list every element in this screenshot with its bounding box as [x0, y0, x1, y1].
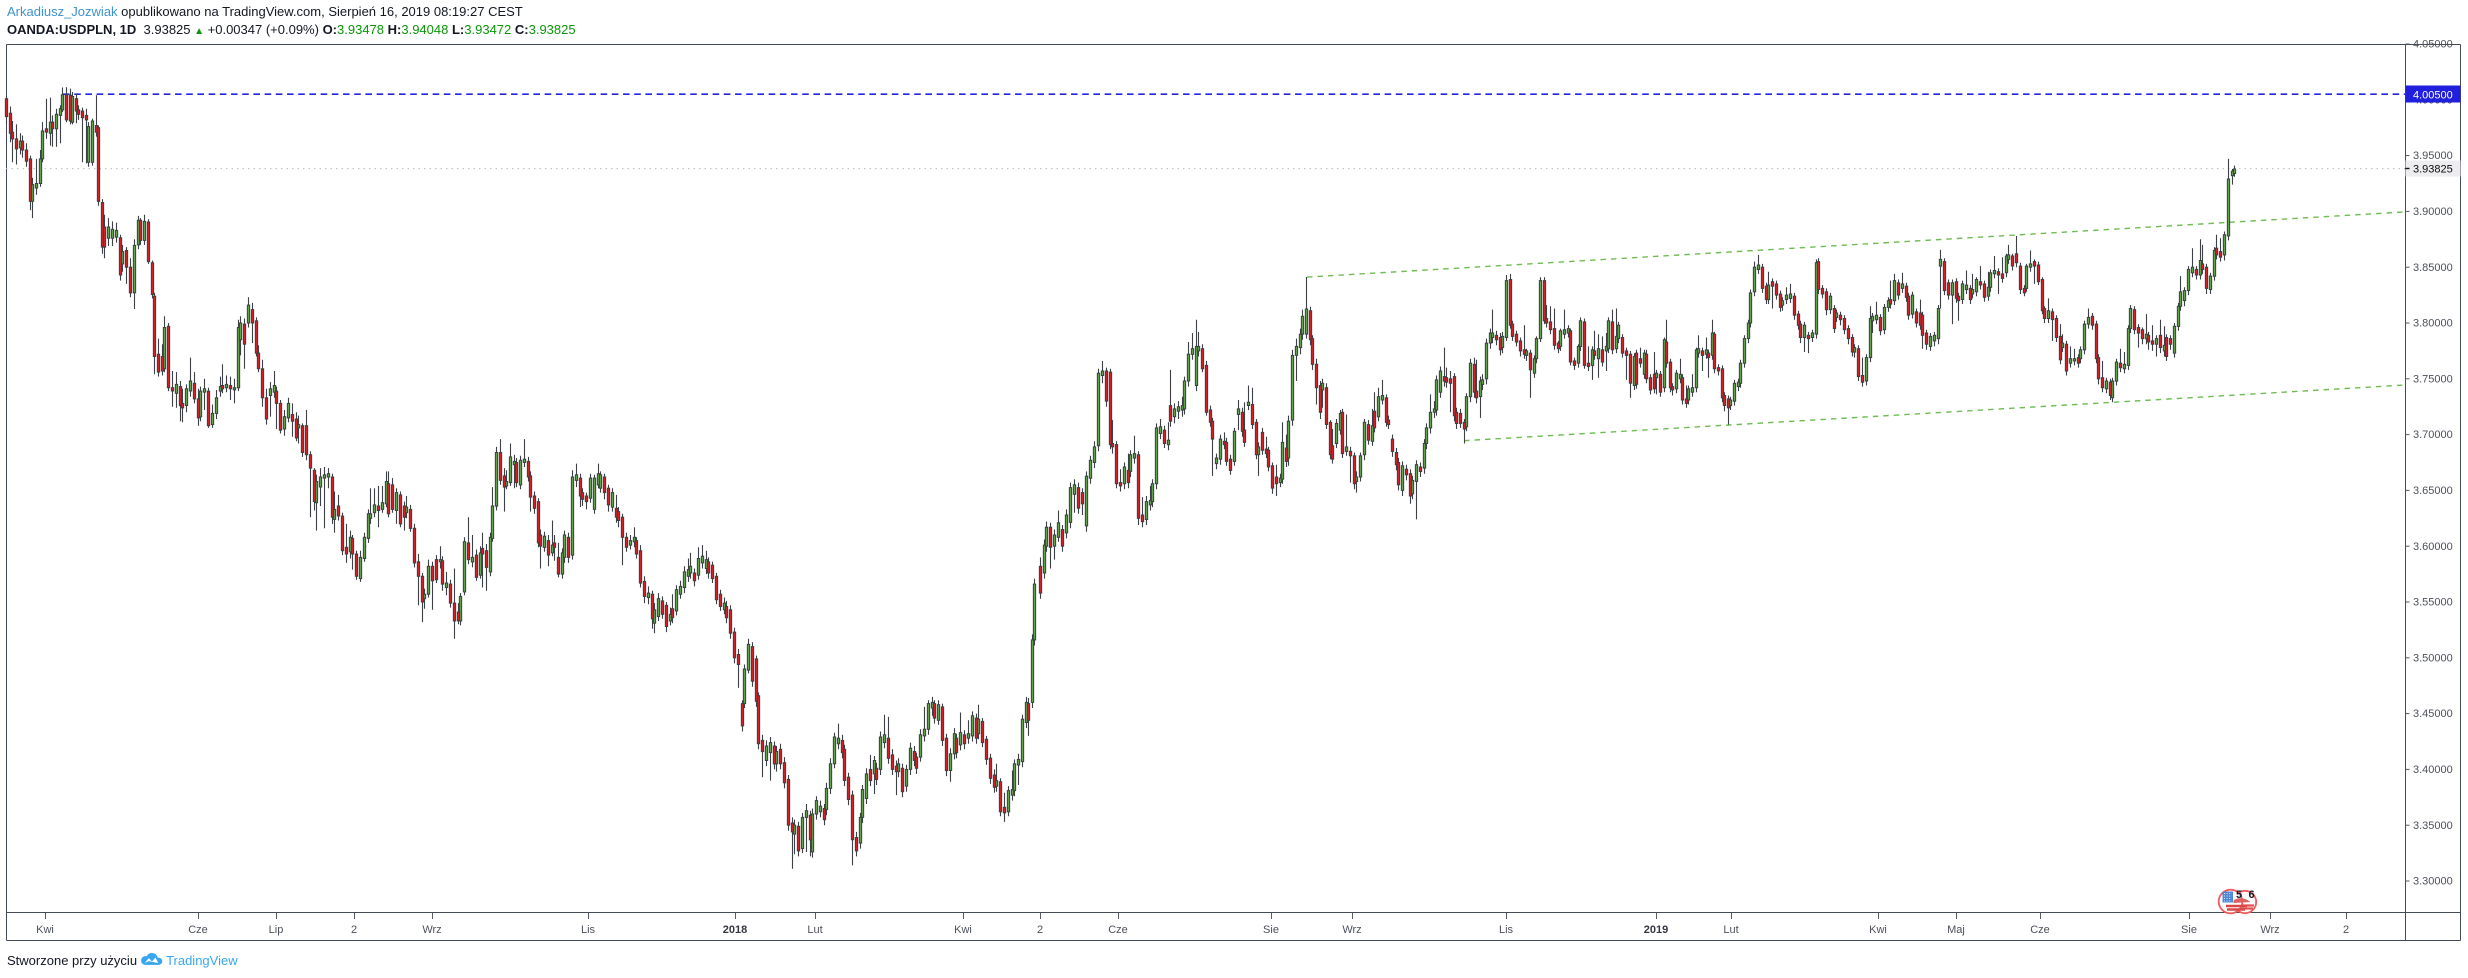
svg-text:Lut: Lut [1723, 924, 1738, 936]
svg-text:Sie: Sie [1263, 924, 1279, 936]
svg-text:2018: 2018 [723, 924, 747, 936]
svg-text:Lis: Lis [581, 924, 596, 936]
svg-text:3.85000: 3.85000 [2413, 262, 2453, 274]
svg-text:3.40000: 3.40000 [2413, 764, 2453, 776]
svg-text:Cze: Cze [188, 924, 208, 936]
svg-text:3.30000: 3.30000 [2413, 876, 2453, 888]
svg-text:3.35000: 3.35000 [2413, 820, 2453, 832]
svg-text:2: 2 [351, 924, 357, 936]
svg-text:3.90000: 3.90000 [2413, 206, 2453, 218]
svg-text:Wrz: Wrz [2260, 924, 2279, 936]
svg-text:3.50000: 3.50000 [2413, 652, 2453, 664]
svg-text:3.70000: 3.70000 [2413, 429, 2453, 441]
svg-text:3.95000: 3.95000 [2413, 150, 2453, 162]
svg-text:6: 6 [2249, 889, 2255, 901]
svg-text:3.93825: 3.93825 [2413, 163, 2453, 175]
svg-text:2019: 2019 [1644, 924, 1668, 936]
svg-text:Maj: Maj [1947, 924, 1965, 936]
svg-text:3.55000: 3.55000 [2413, 597, 2453, 609]
svg-text:Lut: Lut [807, 924, 822, 936]
svg-text:3.45000: 3.45000 [2413, 708, 2453, 720]
svg-text:Wrz: Wrz [1342, 924, 1361, 936]
svg-text:Kwi: Kwi [36, 924, 54, 936]
svg-text:Kwi: Kwi [954, 924, 972, 936]
svg-text:Sie: Sie [2181, 924, 2197, 936]
svg-text:5: 5 [2236, 889, 2242, 901]
svg-text:Lis: Lis [1499, 924, 1514, 936]
svg-text:3.60000: 3.60000 [2413, 541, 2453, 553]
svg-text:3.75000: 3.75000 [2413, 373, 2453, 385]
svg-text:3.80000: 3.80000 [2413, 318, 2453, 330]
svg-text:3.65000: 3.65000 [2413, 485, 2453, 497]
svg-text:2: 2 [1037, 924, 1043, 936]
svg-text:Lip: Lip [269, 924, 284, 936]
svg-text:Kwi: Kwi [1869, 924, 1887, 936]
svg-text:Cze: Cze [1108, 924, 1128, 936]
svg-text:2: 2 [2343, 924, 2349, 936]
svg-text:Wrz: Wrz [422, 924, 441, 936]
svg-text:4.05000: 4.05000 [2413, 39, 2453, 51]
svg-text:4.00500: 4.00500 [2413, 89, 2453, 101]
svg-text:Cze: Cze [2030, 924, 2050, 936]
